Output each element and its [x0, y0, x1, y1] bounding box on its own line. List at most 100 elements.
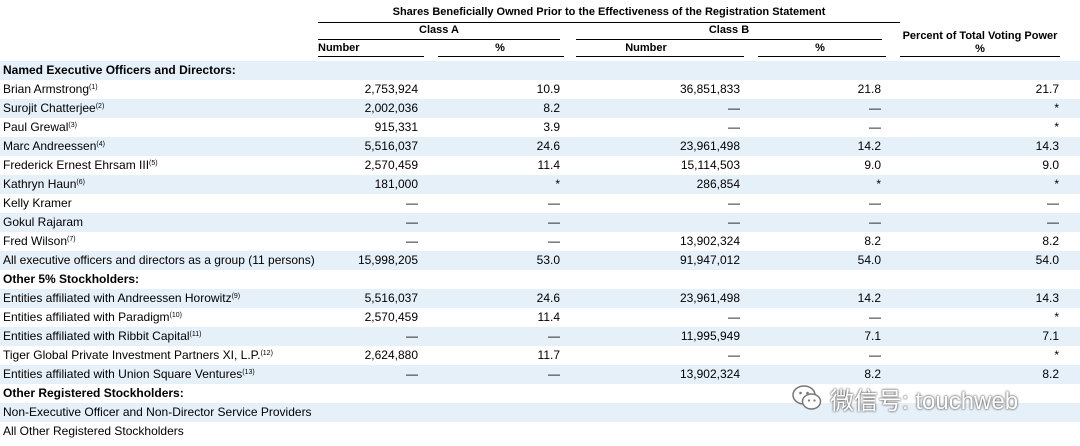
class-b-number-cell: — [728, 348, 740, 362]
holder-name: Surojit Chatterjee(2) [3, 99, 317, 118]
holder-name-text: Entities affiliated with Paradigm [3, 310, 170, 324]
col-rule-a-num [318, 56, 424, 57]
class-b-percent-cell: 54.0 [857, 253, 881, 267]
class-a-number-cell: — [406, 234, 418, 248]
group-header-rule [318, 22, 900, 23]
holder-name: Kelly Kramer [3, 194, 317, 213]
class-a-number-cell: — [406, 367, 418, 381]
col-rule-a-pct [438, 56, 564, 57]
class-a-percent-cell: 24.6 [536, 139, 560, 153]
table-row: Gokul Rajaram — — — — — [0, 213, 1080, 232]
class-a-rule [318, 39, 560, 40]
table-row: Tiger Global Private Investment Partners… [0, 346, 1080, 365]
holder-name-text: Kelly Kramer [3, 196, 72, 210]
table-row: Entities affiliated with Paradigm(10) 2,5… [0, 308, 1080, 327]
table-row: Fred Wilson(7) — — 13,902,324 8.2 8.2 [0, 232, 1080, 251]
holder-name-text: Other 5% Stockholders: [3, 272, 140, 286]
holder-name: Paul Grewal(3) [3, 118, 317, 137]
voting-power-cell: * [1054, 348, 1059, 362]
table-row: Entities affiliated with Union Square Ve… [0, 365, 1080, 384]
holder-name-text: Entities affiliated with Ribbit Capital [3, 329, 190, 343]
voting-power-cell: * [1054, 177, 1059, 191]
voting-power-cell: * [1054, 120, 1059, 134]
holder-name: Frederick Ernest Ehrsam III(5) [3, 156, 317, 175]
class-b-percent-cell: 8.2 [864, 234, 881, 248]
class-b-percent-cell: — [869, 215, 881, 229]
class-a-number-cell: 5,516,037 [364, 291, 418, 305]
class-b-percent-cell: — [869, 120, 881, 134]
holder-name: Gokul Rajaram [3, 213, 317, 232]
holder-name-text: Kathryn Haun [3, 177, 77, 191]
class-b-rule [576, 39, 882, 40]
footnote-marker: (4) [96, 141, 105, 148]
voting-power-cell: 21.7 [1035, 82, 1059, 96]
holder-name: Entities affiliated with Paradigm(10) [3, 308, 317, 327]
class-a-percent-cell: — [548, 215, 560, 229]
footnote-marker: (3) [68, 122, 77, 129]
class-b-header: Class B [708, 24, 750, 36]
class-a-number-cell: 15,998,205 [357, 253, 418, 267]
class-b-percent-cell: 9.0 [864, 158, 881, 172]
footnote-marker: (12) [260, 350, 273, 357]
class-a-percent-cell: — [548, 196, 560, 210]
voting-power-cell: * [1054, 310, 1059, 324]
holder-name: Entities affiliated with Ribbit Capital(… [3, 327, 317, 346]
class-b-number-cell: 91,947,012 [679, 253, 740, 267]
class-a-number-cell: 2,570,459 [364, 310, 418, 324]
class-a-number-cell: 2,570,459 [364, 158, 418, 172]
table-row: Paul Grewal(3) 915,331 3.9 — — * [0, 118, 1080, 137]
voting-power-cell: 14.3 [1035, 291, 1059, 305]
section-title: Other 5% Stockholders: [3, 270, 317, 289]
class-b-number-cell: — [728, 120, 740, 134]
class-a-pct-header: % [495, 42, 505, 54]
class-b-number-cell: 15,114,503 [680, 158, 740, 172]
class-b-number-cell: — [728, 101, 740, 115]
holder-name-text: Named Executive Officers and Directors: [3, 63, 236, 77]
class-b-number-cell: 23,961,498 [679, 291, 740, 305]
section-header-row: Other Registered Stockholders: [0, 384, 1080, 403]
class-a-number-cell: — [406, 215, 418, 229]
class-a-percent-cell: 11.4 [537, 310, 560, 324]
class-b-pct-header: % [815, 42, 825, 54]
col-rule-b-pct [758, 56, 886, 57]
table-row: Frederick Ernest Ehrsam III(5) 2,570,459 1… [0, 156, 1080, 175]
class-a-percent-cell: 8.2 [543, 101, 560, 115]
class-a-percent-cell: 11.4 [537, 158, 560, 172]
table-row: Entities affiliated with Andreessen Horo… [0, 289, 1080, 308]
class-b-number-cell: — [728, 196, 740, 210]
class-a-number-cell: 2,002,036 [364, 101, 418, 115]
table-row: Brian Armstrong(1) 2,753,924 10.9 36,851,83… [0, 80, 1080, 99]
class-a-number-cell: 181,000 [374, 177, 418, 191]
class-b-number-cell: 11,995,949 [680, 329, 740, 343]
holder-name: Entities affiliated with Andreessen Horo… [3, 289, 317, 308]
class-a-percent-cell: — [548, 329, 560, 343]
section-title: Other Registered Stockholders: [3, 384, 317, 403]
voting-power-cell: 7.1 [1042, 329, 1059, 343]
class-a-header: Class A [419, 24, 459, 36]
holder-name: Marc Andreessen(4) [3, 137, 317, 156]
class-a-number-cell: 915,331 [374, 120, 418, 134]
footnote-marker: (7) [67, 236, 76, 243]
class-a-number-cell: — [406, 329, 418, 343]
holder-name-text: Tiger Global Private Investment Partners… [3, 348, 261, 362]
footnote-marker: (5) [149, 160, 158, 167]
holder-name: Brian Armstrong(1) [3, 80, 317, 99]
footnote-marker: (6) [76, 179, 85, 186]
table-row: Surojit Chatterjee(2) 2,002,036 8.2 — — * [0, 99, 1080, 118]
class-b-number-cell: 36,851,833 [679, 82, 740, 96]
holder-name: Fred Wilson(7) [3, 232, 317, 251]
voting-power-cell: 8.2 [1042, 234, 1059, 248]
col-rule-vote [900, 56, 1060, 57]
class-b-number-header: Number [625, 42, 667, 54]
holder-name-text: All Other Registered Stockholders [3, 424, 184, 438]
table-row: Kelly Kramer — — — — — [0, 194, 1080, 213]
section-header-row: Other 5% Stockholders: [0, 270, 1080, 289]
holder-name-text: Non-Executive Officer and Non-Director S… [3, 405, 312, 419]
section-header-row: Named Executive Officers and Directors: [0, 61, 1080, 80]
footnote-marker: (1) [89, 84, 98, 91]
class-b-percent-cell: 14.2 [857, 291, 881, 305]
holder-name-text: Gokul Rajaram [3, 215, 84, 229]
class-b-percent-cell: 7.1 [864, 329, 881, 343]
section-title: Named Executive Officers and Directors: [3, 61, 317, 80]
group-header: Shares Beneficially Owned Prior to the E… [392, 6, 826, 18]
